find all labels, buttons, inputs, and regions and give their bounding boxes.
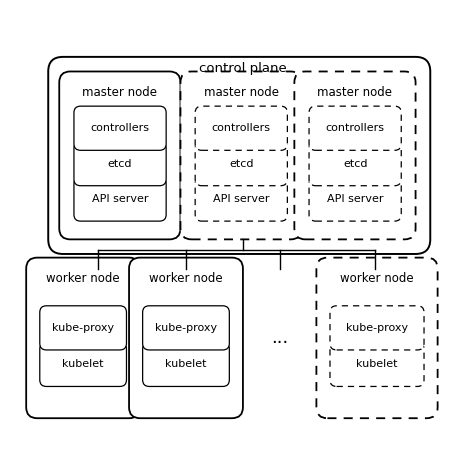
- Text: API server: API server: [213, 194, 270, 204]
- FancyBboxPatch shape: [74, 142, 166, 186]
- FancyBboxPatch shape: [316, 258, 438, 418]
- Text: master node: master node: [318, 86, 392, 99]
- Text: etcd: etcd: [108, 159, 132, 169]
- FancyBboxPatch shape: [195, 177, 287, 221]
- FancyBboxPatch shape: [59, 72, 181, 239]
- Text: worker node: worker node: [340, 272, 414, 285]
- FancyBboxPatch shape: [74, 177, 166, 221]
- FancyBboxPatch shape: [195, 106, 287, 150]
- FancyBboxPatch shape: [40, 342, 127, 386]
- Text: kube-proxy: kube-proxy: [52, 323, 114, 333]
- Text: controllers: controllers: [326, 123, 384, 133]
- FancyBboxPatch shape: [330, 306, 424, 350]
- Text: master node: master node: [82, 86, 157, 99]
- Text: control plane: control plane: [199, 63, 287, 75]
- FancyBboxPatch shape: [309, 106, 401, 150]
- Text: kubelet: kubelet: [63, 359, 104, 369]
- Text: controllers: controllers: [212, 123, 271, 133]
- Text: etcd: etcd: [343, 159, 367, 169]
- Text: kube-proxy: kube-proxy: [346, 323, 408, 333]
- FancyBboxPatch shape: [74, 106, 166, 150]
- FancyBboxPatch shape: [294, 72, 416, 239]
- Text: kubelet: kubelet: [165, 359, 207, 369]
- Text: controllers: controllers: [91, 123, 149, 133]
- FancyBboxPatch shape: [143, 306, 229, 350]
- FancyBboxPatch shape: [309, 177, 401, 221]
- Text: kubelet: kubelet: [356, 359, 398, 369]
- Text: API server: API server: [327, 194, 383, 204]
- FancyBboxPatch shape: [129, 258, 243, 418]
- Text: worker node: worker node: [149, 272, 223, 285]
- Text: ...: ...: [271, 329, 288, 347]
- FancyBboxPatch shape: [195, 142, 287, 186]
- FancyBboxPatch shape: [143, 342, 229, 386]
- FancyBboxPatch shape: [40, 306, 127, 350]
- Text: worker node: worker node: [46, 272, 120, 285]
- Text: API server: API server: [92, 194, 148, 204]
- FancyBboxPatch shape: [309, 142, 401, 186]
- FancyBboxPatch shape: [181, 72, 301, 239]
- Text: master node: master node: [204, 86, 279, 99]
- FancyBboxPatch shape: [48, 57, 430, 254]
- FancyBboxPatch shape: [330, 342, 424, 386]
- FancyBboxPatch shape: [26, 258, 140, 418]
- Text: etcd: etcd: [229, 159, 254, 169]
- Text: kube-proxy: kube-proxy: [155, 323, 217, 333]
